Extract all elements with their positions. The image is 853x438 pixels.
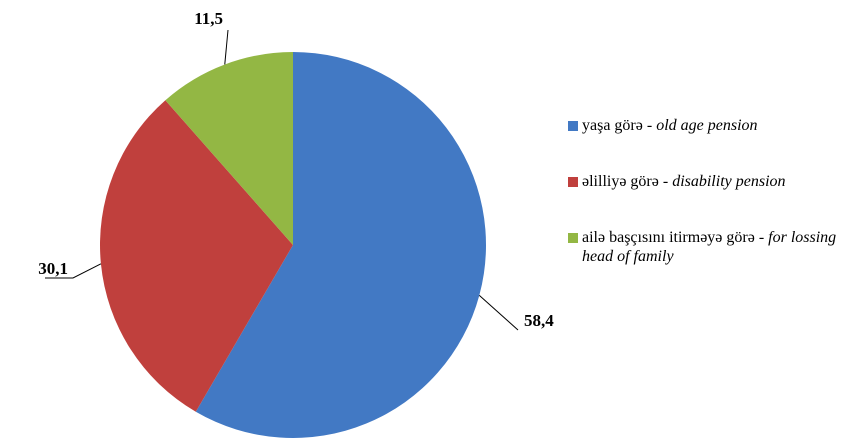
legend-label: yaşa görə - [582,117,653,134]
leader-line [224,29,229,65]
legend-swatch [568,177,578,187]
legend-item: əlilliyə görə - disability pension [568,172,850,191]
data-label: 30,1 [38,259,68,278]
data-label: 58,4 [524,311,554,330]
pie-slice [99,100,294,412]
legend-item: yaşa görə - old age pension [568,116,850,135]
legend: yaşa görə - old age pension əlilliyə görə… [568,116,850,303]
legend-label-en: disability pension [672,173,786,190]
legend-swatch [568,233,578,243]
legend-label: ailə başçısını itirməyə görə - [582,229,765,246]
legend-item: ailə başçısını itirməyə görə - for lossi… [568,228,850,266]
data-label: 11,5 [194,9,223,28]
legend-label: əlilliyə görə - [582,173,669,190]
pie-slice [195,52,486,438]
legend-label-en: for lossing head of family [582,229,837,265]
legend-swatch [568,121,578,131]
pie-slice [165,52,293,245]
legend-label-en: old age pension [656,117,758,134]
leader-line [45,263,102,279]
leader-line [478,294,519,331]
